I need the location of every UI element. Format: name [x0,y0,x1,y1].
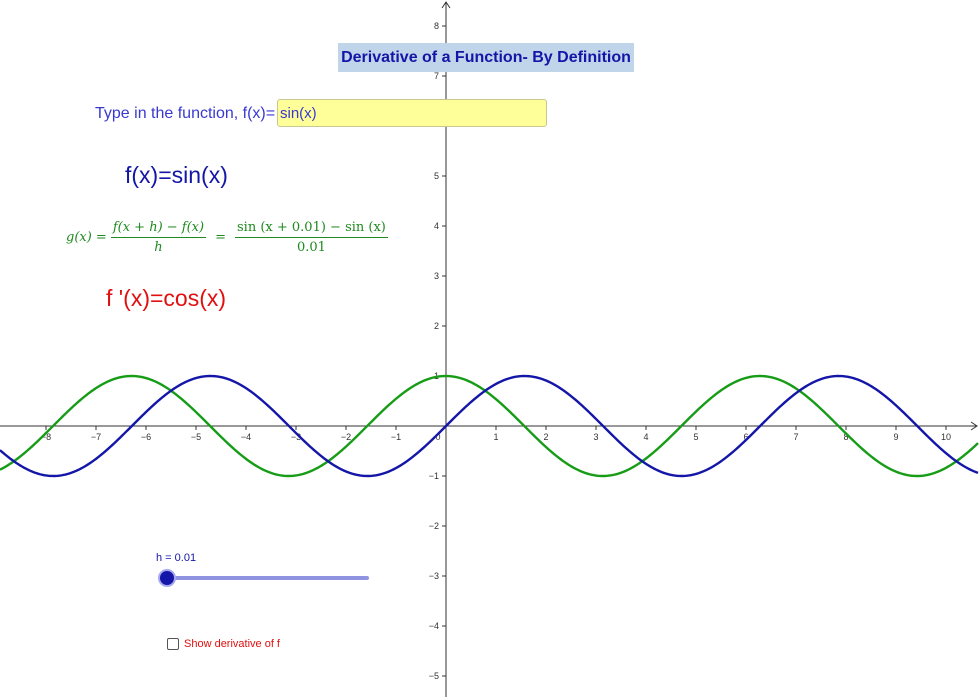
y-tick-label: 5 [434,171,439,181]
general-numerator: f(x + h) − f(x) [110,220,207,238]
y-tick-label: 8 [434,21,439,31]
x-tick-label: 8 [843,432,848,442]
formula-equals: = [215,230,226,245]
x-tick-label: 6 [743,432,748,442]
y-axis-arrow [441,1,451,9]
x-tick-label: 2 [543,432,548,442]
h-slider-knob[interactable] [160,571,174,585]
y-tick-label: 3 [434,271,439,281]
function-input[interactable] [277,99,547,127]
difference-quotient-formula: g(x) = f(x + h) − f(x) h = sin (x + 0.01… [66,220,392,255]
y-tick-label: −4 [429,621,439,631]
x-axis-arrow [970,421,978,431]
difference-quotient-curve [0,374,979,478]
x-tick-label: 4 [643,432,648,442]
x-tick-label: 10 [941,432,951,442]
y-tick-label: 4 [434,221,439,231]
general-fraction: f(x + h) − f(x) h [110,220,207,255]
x-tick-label: −7 [91,432,101,442]
specific-numerator: sin (x + 0.01) − sin (x) [235,220,388,238]
x-tick-label: 9 [893,432,898,442]
specific-denominator: 0.01 [296,240,326,255]
x-tick-label: 1 [493,432,498,442]
x-tick-label: 5 [693,432,698,442]
formula-lhs: g(x) = [66,230,107,245]
x-tick-label: −6 [141,432,151,442]
show-derivative-checkbox[interactable] [167,638,179,650]
show-derivative-toggle[interactable]: Show derivative of f [167,638,280,650]
function-input-label: Type in the function, f(x)= [95,105,276,122]
show-derivative-label: Show derivative of f [184,638,280,650]
y-tick-label: −5 [429,671,439,681]
x-tick-label: 0 [435,432,440,442]
x-tick-label: −4 [241,432,251,442]
y-tick-label: 7 [434,71,439,81]
y-tick-label: 2 [434,321,439,331]
x-tick-label: −8 [41,432,51,442]
function-curve [0,374,979,478]
axis-ticks: −8 −7 −6 −5 −4 −3 −2 −1 0 1 2 3 4 5 6 7 8 9 108754321−1−2−… [41,21,951,681]
function-display: f(x)=sin(x) [125,162,228,188]
y-tick-label: −3 [429,571,439,581]
x-tick-label: −3 [291,432,301,442]
y-tick-label: −1 [429,471,439,481]
page-title: Derivative of a Function- By Definition [338,43,634,72]
y-tick-label: −2 [429,521,439,531]
general-denominator: h [154,240,163,255]
x-tick-label: −1 [391,432,401,442]
specific-fraction: sin (x + 0.01) − sin (x) 0.01 [235,220,388,255]
h-slider-track[interactable] [167,576,369,580]
derivative-display: f '(x)=cos(x) [106,285,227,311]
slider-label: h = 0.01 [156,552,197,564]
x-tick-label: −2 [341,432,351,442]
x-tick-label: 3 [593,432,598,442]
x-tick-label: 7 [793,432,798,442]
x-tick-label: −5 [191,432,201,442]
